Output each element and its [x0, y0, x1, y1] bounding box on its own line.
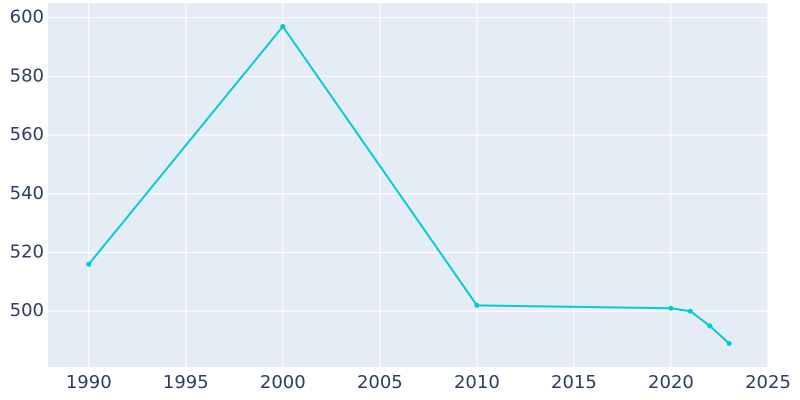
y-tick-label: 520 — [10, 242, 44, 263]
x-tick-label: 2005 — [357, 372, 403, 393]
x-tick-label: 2020 — [648, 372, 694, 393]
data-point — [726, 341, 732, 347]
data-point — [707, 323, 713, 329]
y-tick-label: 500 — [10, 300, 44, 321]
y-tick-label: 580 — [10, 65, 44, 86]
x-tick-label: 1990 — [66, 372, 112, 393]
x-tick-label: 2000 — [260, 372, 306, 393]
x-tick-label: 2025 — [745, 372, 791, 393]
data-point — [668, 305, 674, 311]
data-point — [687, 308, 693, 314]
y-tick-label: 540 — [10, 183, 44, 204]
data-point — [280, 23, 286, 29]
plot-area — [48, 3, 768, 367]
x-tick-label: 2010 — [454, 372, 500, 393]
x-tick-label: 2015 — [551, 372, 597, 393]
x-tick-label: 1995 — [163, 372, 209, 393]
data-point — [86, 261, 92, 267]
y-tick-label: 560 — [10, 124, 44, 145]
data-point — [474, 302, 480, 308]
y-tick-label: 600 — [10, 7, 44, 28]
